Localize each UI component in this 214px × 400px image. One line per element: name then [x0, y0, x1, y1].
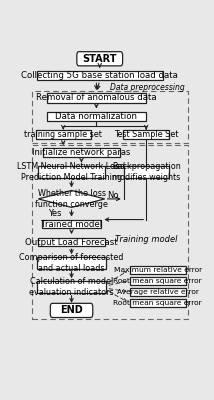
Text: No: No	[107, 191, 119, 200]
Text: LSTM Neural Network Load
Prediction Model Training: LSTM Neural Network Load Prediction Mode…	[18, 162, 126, 182]
Text: Trained model: Trained model	[41, 220, 102, 229]
FancyBboxPatch shape	[37, 257, 106, 269]
Text: START: START	[82, 54, 117, 64]
FancyBboxPatch shape	[37, 281, 106, 293]
FancyBboxPatch shape	[77, 52, 123, 66]
FancyBboxPatch shape	[36, 130, 91, 140]
Text: END: END	[60, 306, 83, 316]
Text: training sample set: training sample set	[24, 130, 102, 139]
Text: Calculation of model
evaluation indicators: Calculation of model evaluation indicato…	[29, 277, 114, 297]
Text: Maximum relative error: Maximum relative error	[114, 267, 202, 273]
Text: Initialize network paras: Initialize network paras	[32, 148, 131, 157]
FancyBboxPatch shape	[38, 166, 105, 178]
Text: Data preprocessing: Data preprocessing	[110, 83, 184, 92]
Text: Backpropagation
modifies weights: Backpropagation modifies weights	[112, 162, 181, 182]
Text: Output Load Forecast: Output Load Forecast	[25, 238, 118, 246]
Text: Collecting 5G base station load data: Collecting 5G base station load data	[21, 71, 178, 80]
FancyBboxPatch shape	[42, 220, 101, 228]
Bar	[32, 145, 188, 319]
Text: Average relative error: Average relative error	[117, 289, 199, 295]
Bar	[32, 90, 188, 142]
FancyBboxPatch shape	[43, 148, 120, 157]
FancyBboxPatch shape	[123, 130, 169, 140]
Text: Yes: Yes	[48, 209, 62, 218]
FancyBboxPatch shape	[129, 277, 186, 285]
FancyBboxPatch shape	[37, 71, 163, 80]
Text: Removal of anomalous data: Removal of anomalous data	[36, 93, 157, 102]
FancyBboxPatch shape	[50, 303, 93, 318]
FancyBboxPatch shape	[47, 112, 146, 121]
Polygon shape	[38, 190, 105, 207]
Text: Whether the loss
function converge: Whether the loss function converge	[35, 189, 108, 209]
Text: Data normalization: Data normalization	[55, 112, 137, 121]
Text: Comparison of forecasted
and actual loads: Comparison of forecasted and actual load…	[19, 253, 124, 273]
Text: Root mean square error: Root mean square error	[113, 300, 202, 306]
FancyBboxPatch shape	[38, 238, 105, 246]
FancyBboxPatch shape	[124, 166, 169, 178]
FancyBboxPatch shape	[129, 288, 186, 296]
FancyBboxPatch shape	[47, 93, 146, 102]
Text: Test Sample Set: Test Sample Set	[114, 130, 178, 139]
FancyBboxPatch shape	[129, 266, 186, 274]
FancyBboxPatch shape	[129, 299, 186, 307]
Text: Root mean square error: Root mean square error	[113, 278, 202, 284]
Text: Training model: Training model	[115, 235, 178, 244]
